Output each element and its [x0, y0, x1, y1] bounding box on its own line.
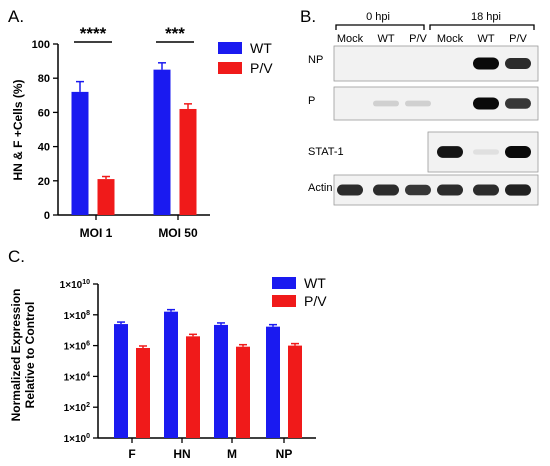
- c-bar-pv-2: [236, 346, 250, 438]
- panel-b-label: B.: [300, 7, 316, 26]
- blot-row-label: P: [308, 95, 315, 107]
- blot-band: [473, 149, 499, 155]
- lane-label: P/V: [509, 33, 527, 45]
- a-y-tick-label: 0: [44, 210, 50, 222]
- blot-band: [437, 146, 463, 158]
- c-legend-label: P/V: [304, 293, 327, 309]
- lane-label: Mock: [337, 33, 364, 45]
- a-bar-pv-1: [179, 108, 197, 215]
- a-x-tick-label: MOI 1: [80, 226, 113, 240]
- blot-band: [473, 57, 499, 70]
- a-legend-swatch: [218, 62, 242, 74]
- c-bar-wt-0: [114, 324, 128, 438]
- c-bar-wt-2: [214, 324, 228, 438]
- a-legend-label: P/V: [250, 60, 273, 76]
- blot-area: 0 hpi 18 hpi Mock WT P/V Mock WT P/V NP P STAT-1 Ac…: [308, 11, 539, 206]
- c-legend-swatch: [272, 295, 296, 307]
- blot-strip-np: [333, 45, 539, 82]
- blot-band: [373, 184, 399, 196]
- panel-a-label: A.: [8, 7, 24, 26]
- c-y-tick-label: 1×108: [64, 310, 91, 322]
- a-bar-wt-1: [153, 69, 171, 216]
- lane-label: WT: [377, 33, 394, 45]
- a-y-tick-label: 100: [32, 39, 50, 51]
- c-x-tick-label: NP: [276, 447, 293, 461]
- blot-band: [373, 100, 399, 107]
- panel-b-western-blot: B. 0 hpi 18 hpi Mock WT P/V Mock WT P/V NP P STAT-…: [300, 7, 539, 206]
- blot-band: [337, 184, 363, 196]
- c-bar-pv-0: [136, 347, 150, 438]
- blot-band: [473, 97, 499, 110]
- blot-band: [505, 58, 531, 69]
- c-bar-pv-3: [288, 345, 302, 438]
- panel-a-legend: WT P/V: [218, 40, 273, 76]
- panel-a-y-axis-label: HN & F +Cells (%): [11, 79, 25, 180]
- blot-band: [405, 184, 431, 196]
- a-y-tick-label: 80: [38, 73, 50, 85]
- blot-row-label: Actin: [308, 182, 332, 194]
- c-y-tick-label: 1×106: [64, 341, 91, 353]
- a-legend-swatch: [218, 42, 242, 54]
- c-y-tick-label: 1×100: [64, 433, 91, 445]
- blot-band: [505, 146, 531, 158]
- a-x-tick-label: MOI 50: [158, 226, 198, 240]
- c-y-tick-label: 1×1010: [60, 279, 90, 291]
- blot-row-label: STAT-1: [308, 146, 344, 158]
- c-bar-wt-1: [164, 311, 178, 438]
- a-bar-wt-0: [71, 91, 89, 215]
- c-x-tick-label: F: [128, 447, 135, 461]
- a-bar-pv-0: [97, 179, 115, 215]
- c-legend-label: WT: [304, 275, 326, 291]
- blot-band: [437, 184, 463, 196]
- panel-c-label: C.: [8, 247, 25, 266]
- c-x-tick-label: M: [227, 447, 237, 461]
- timepoint-bracket-1: [429, 24, 535, 30]
- panel-c-axes: 1×100 1×102 1×104 1×106 1×108 1×1010 F HN M NP: [60, 279, 316, 461]
- blot-row-label: NP: [308, 54, 323, 66]
- blot-band: [505, 98, 531, 109]
- panel-a-axes: 0 20 40 60 80 100 MOI 1 MOI 50: [32, 39, 210, 240]
- a-y-tick-label: 40: [38, 142, 50, 154]
- c-x-tick-label: HN: [173, 447, 190, 461]
- blot-band: [473, 184, 499, 196]
- blot-strip-actin: [333, 174, 539, 206]
- blot-strip-p: [333, 86, 539, 121]
- panel-c-bars: [114, 308, 302, 438]
- c-y-tick-label: 1×104: [64, 371, 91, 383]
- blot-band: [405, 100, 431, 107]
- a-significance-stars: ****: [80, 24, 107, 43]
- panel-a-bars: **** ***: [71, 24, 197, 216]
- a-significance-stars: ***: [165, 24, 185, 43]
- panel-a: A. HN & F +Cells (%) 0 20 40 60 80 100 MOI 1 MO…: [8, 7, 273, 240]
- a-y-tick-label: 20: [38, 176, 50, 188]
- c-bar-wt-3: [266, 326, 280, 438]
- lane-label: P/V: [409, 33, 427, 45]
- panel-c-legend: WT P/V: [272, 275, 327, 309]
- timepoint-bracket-0: [335, 24, 425, 30]
- panel-c-y-axis-label-line-2: Relative to Control: [23, 302, 37, 409]
- a-legend-label: WT: [250, 40, 272, 56]
- blot-band: [505, 184, 531, 196]
- c-bar-pv-1: [186, 336, 200, 438]
- c-legend-swatch: [272, 277, 296, 289]
- lane-label: Mock: [437, 33, 464, 45]
- c-y-tick-label: 1×102: [64, 402, 91, 414]
- timepoint-label-1: 18 hpi: [471, 11, 501, 23]
- lane-label: WT: [477, 33, 494, 45]
- panel-c: C. Normalized Expression Relative to Con…: [8, 247, 327, 461]
- a-y-tick-label: 60: [38, 107, 50, 119]
- timepoint-label-0: 0 hpi: [366, 11, 390, 23]
- panel-c-y-axis-label-line-1: Normalized Expression: [9, 289, 23, 422]
